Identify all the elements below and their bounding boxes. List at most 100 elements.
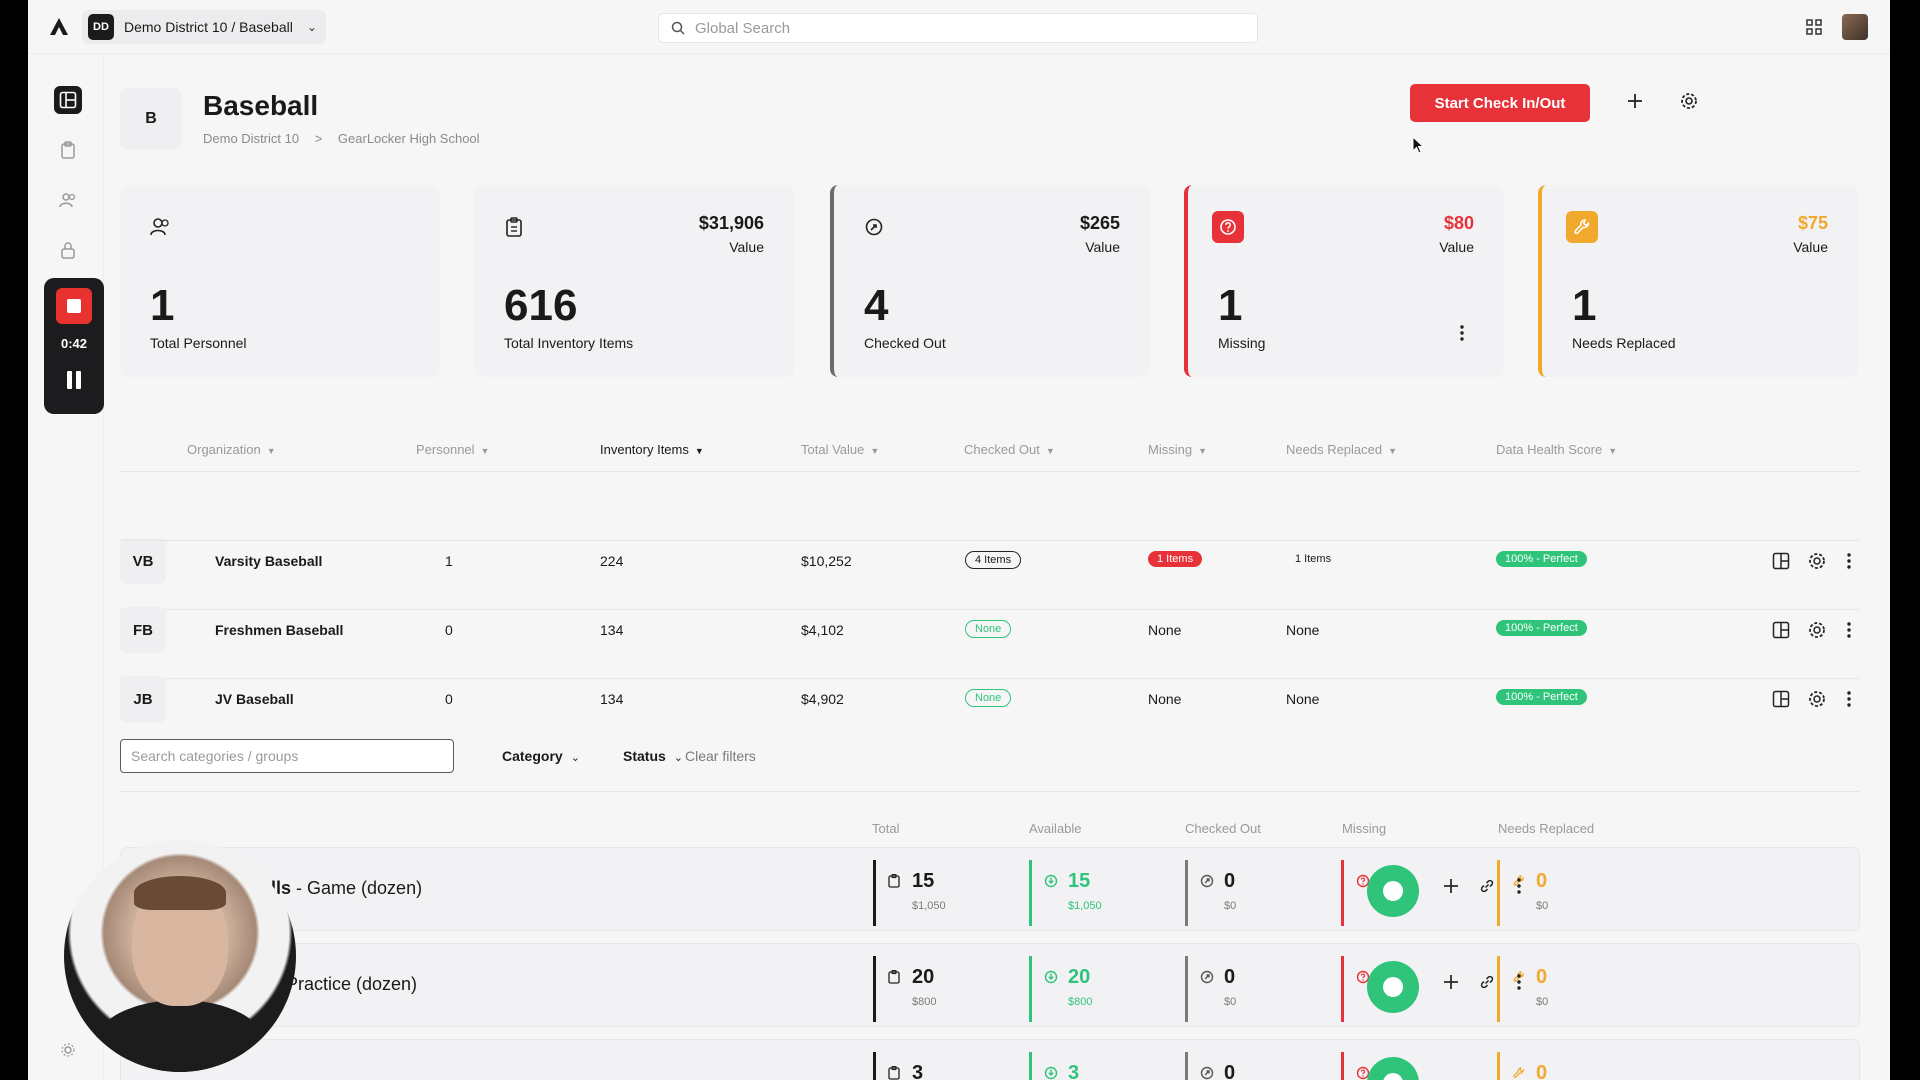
org-name[interactable]: Varsity Baseball xyxy=(215,553,323,569)
breadcrumb: Demo District 10 > GearLocker High Schoo… xyxy=(203,131,492,146)
breadcrumb-separator: > xyxy=(314,131,323,146)
column-header-checked-out[interactable]: Checked Out ▼ xyxy=(964,442,1055,457)
stat-number: 4 xyxy=(864,281,889,330)
personnel-icon xyxy=(144,211,176,243)
global-search[interactable]: Global Search xyxy=(658,13,1258,43)
apps-grid-icon[interactable] xyxy=(1806,19,1822,35)
layout-panel-icon[interactable] xyxy=(1772,621,1790,639)
settings-gear-icon[interactable] xyxy=(54,1036,82,1064)
stat-value-label: Value xyxy=(1085,239,1120,255)
link-icon[interactable] xyxy=(1479,974,1495,990)
org-abbr: JB xyxy=(120,676,166,722)
list-item[interactable]: s - Practice (dozen) 20 $800 20 $800 0 $0 0… xyxy=(120,943,1860,1027)
clipboard-icon xyxy=(888,1066,900,1080)
stat-label: Total Inventory Items xyxy=(504,335,634,351)
stat-label: Missing xyxy=(1218,335,1266,351)
stat-value: $75 xyxy=(1797,213,1828,233)
webcam-person-shirt xyxy=(94,1000,266,1072)
org-name[interactable]: Freshmen Baseball xyxy=(215,622,344,638)
category-filter-dropdown[interactable]: Category ⌄ xyxy=(502,748,580,764)
available-cell: 15 $1,050 xyxy=(1029,860,1149,926)
wrench-icon xyxy=(1513,971,1524,982)
org-personnel: 1 xyxy=(445,553,453,569)
more-vertical-icon[interactable] xyxy=(1847,622,1851,638)
available-cell: 20 $800 xyxy=(1029,956,1149,1022)
gear-icon[interactable] xyxy=(1808,690,1826,708)
recording-time: 0:42 xyxy=(60,336,88,351)
list-item[interactable]: 3 3 0 0 0 xyxy=(120,1039,1860,1080)
needs-replaced-value: None xyxy=(1286,691,1320,707)
clear-filters-link[interactable]: Clear filters xyxy=(685,748,756,764)
user-avatar[interactable] xyxy=(1842,14,1868,40)
column-header-total-value[interactable]: Total Value ▼ xyxy=(801,442,880,457)
district-label: Demo District 10 / Baseball xyxy=(124,19,293,35)
org-name[interactable]: JV Baseball xyxy=(215,691,294,707)
column-header-missing[interactable]: Missing ▼ xyxy=(1148,442,1207,457)
category-name[interactable]: s - Practice (dozen) xyxy=(261,974,418,994)
more-vertical-icon[interactable] xyxy=(1847,553,1851,569)
more-vertical-icon[interactable] xyxy=(1460,325,1464,341)
webcam-overlay xyxy=(64,840,296,1072)
health-score-badge: 100% - Perfect xyxy=(1496,620,1587,636)
total-cell: 20 $800 xyxy=(873,956,993,1022)
missing-badge[interactable]: 1 Items xyxy=(1148,551,1203,567)
add-icon[interactable] xyxy=(1443,878,1459,894)
category-search-input[interactable] xyxy=(120,739,454,773)
column-header-personnel[interactable]: Personnel ▼ xyxy=(416,442,490,457)
wrench-icon xyxy=(1513,1067,1524,1078)
column-header-data-health-score[interactable]: Data Health Score ▼ xyxy=(1496,442,1618,457)
checked-out-badge[interactable]: 4 Items xyxy=(965,551,1022,569)
wrench-icon xyxy=(1566,211,1598,243)
column-header-needs-replaced[interactable]: Needs Replaced ▼ xyxy=(1286,442,1398,457)
needs-replaced-badge[interactable]: 1 Items xyxy=(1295,553,1332,565)
lock-icon[interactable] xyxy=(54,236,82,264)
column-header-organization[interactable]: Organization ▼ xyxy=(187,442,276,457)
needs-replaced-value: None xyxy=(1286,622,1320,638)
org-personnel: 0 xyxy=(445,691,453,707)
stat-number: 1 xyxy=(1572,281,1597,330)
gear-icon[interactable] xyxy=(1808,621,1826,639)
link-icon[interactable] xyxy=(1479,878,1495,894)
stat-card-checked-out[interactable]: $265 Value 4 Checked Out xyxy=(830,185,1150,377)
district-switcher[interactable]: DD Demo District 10 / Baseball ⌄ xyxy=(82,10,326,44)
team-badge: B xyxy=(120,88,182,150)
list-item[interactable]: alls - Game (dozen) 15 $1,050 15 $1,050 0 $… xyxy=(120,847,1860,931)
org-items: 134 xyxy=(600,622,624,638)
layout-panel-icon[interactable] xyxy=(1772,552,1790,570)
stat-number: 1 xyxy=(150,281,175,330)
breadcrumb-school[interactable]: GearLocker High School xyxy=(337,131,480,146)
health-score-badge: 100% - Perfect xyxy=(1496,551,1587,567)
mouse-cursor-icon xyxy=(1412,136,1424,154)
stat-card-needs-replaced[interactable]: $75 Value 1 Needs Replaced xyxy=(1538,185,1858,377)
add-icon[interactable] xyxy=(1443,974,1459,990)
category-name[interactable]: alls - Game (dozen) xyxy=(261,878,423,898)
gear-icon[interactable] xyxy=(1808,552,1826,570)
org-abbr: FB xyxy=(120,607,166,653)
stop-recording-button[interactable] xyxy=(56,288,92,324)
global-search-placeholder: Global Search xyxy=(695,19,791,37)
more-vertical-icon[interactable] xyxy=(1847,691,1851,707)
checked-out-icon xyxy=(1200,874,1214,888)
start-check-in-out-button[interactable]: Start Check In/Out xyxy=(1410,84,1590,122)
district-badge: DD xyxy=(88,14,114,40)
more-vertical-icon[interactable] xyxy=(1517,878,1521,894)
stat-value: $31,906 xyxy=(698,213,764,233)
gear-icon[interactable] xyxy=(1680,92,1698,110)
stat-card-missing[interactable]: $80 Value 1 Missing xyxy=(1184,185,1504,377)
gearlocker-logo-icon[interactable] xyxy=(48,16,70,38)
inventory-icon[interactable] xyxy=(54,136,82,164)
stat-card-inventory[interactable]: $31,906 Value 616 Total Inventory Items xyxy=(474,185,794,377)
column-header-inventory-items[interactable]: Inventory Items ▼ xyxy=(600,442,704,457)
layout-panel-icon[interactable] xyxy=(1772,690,1790,708)
breadcrumb-district[interactable]: Demo District 10 xyxy=(203,131,300,146)
stat-card-personnel[interactable]: 1 Total Personnel xyxy=(120,185,440,377)
status-filter-dropdown[interactable]: Status ⌄ xyxy=(623,748,684,764)
org-value: $4,902 xyxy=(801,691,844,707)
pause-icon[interactable] xyxy=(66,370,82,390)
dashboard-icon[interactable] xyxy=(54,86,82,114)
add-icon[interactable] xyxy=(1626,92,1644,110)
checked-out-badge: None xyxy=(965,620,1012,638)
clipboard-icon xyxy=(888,874,900,888)
more-vertical-icon[interactable] xyxy=(1517,974,1521,990)
personnel-icon[interactable] xyxy=(54,186,82,214)
